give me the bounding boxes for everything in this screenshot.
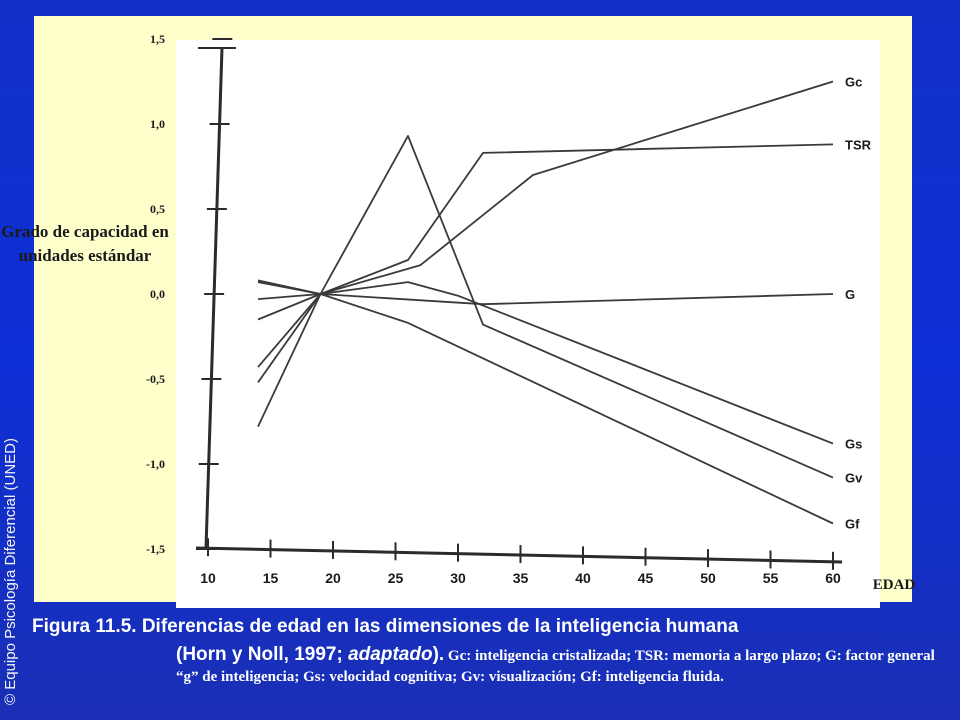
y-tick-label: 1,0 [150,117,165,131]
series-label-g: G [845,287,855,302]
x-tick-label: 60 [825,570,841,586]
caption-reference-suffix: ). [432,644,445,665]
figure-caption: Figura 11.5. Diferencias de edad en las … [0,612,960,720]
caption-reference-italic: adaptado [348,644,433,665]
series-line-gs [257,281,834,445]
x-tick-label: 40 [575,570,591,586]
caption-body: (Horn y Noll, 1997; adaptado). Gc: intel… [176,644,936,688]
y-tick-label: 0,0 [150,287,165,301]
x-axis-label: EDAD [873,577,916,593]
series-label-gv: Gv [845,471,863,486]
series-line-gc [257,80,834,368]
x-tick-label: 45 [638,570,654,586]
x-axis-line [195,546,843,564]
series-label-gf: Gf [845,517,860,532]
x-tick-label: 20 [325,570,341,586]
x-tick-label: 25 [388,570,404,586]
x-tick-label: 55 [763,570,779,586]
series-line-gf [257,279,834,525]
series-label-gs: Gs [845,437,862,452]
caption-legend-text: Gc: inteligencia cristalizada; TSR: memo… [176,648,935,685]
age-differences-chart: 1,5 1,0 0,5 0,0 -0,5 -1,0 -1,5 10 15 20 25 30 35 40 45… [146,32,915,593]
y-tick-label: -0,5 [146,372,165,386]
series-label-tsr: TSR [845,137,872,152]
chart-ticks [195,38,834,570]
chart-labels: 1,5 1,0 0,5 0,0 -0,5 -1,0 -1,5 10 15 20 25 30 35 40 45… [146,32,915,593]
x-tick-label: 50 [700,570,716,586]
x-tick-label: 35 [513,570,529,586]
series-line-extra [257,293,322,427]
x-tick-label: 30 [450,570,466,586]
caption-reference-prefix: (Horn y Noll, 1997; [176,644,349,665]
caption-title: Figura 11.5. Diferencias de edad en las … [32,616,739,637]
series-line-tsr [257,143,834,383]
y-tick-label: -1,5 [146,542,165,556]
y-axis-label: Grado de capacidad en unidades estándar [1,222,169,265]
series-label-gc: Gc [845,75,862,90]
x-tick-label: 10 [200,570,216,586]
series-line-gv [257,134,834,479]
series-line-g [257,293,834,306]
y-tick-label: -1,0 [146,457,165,471]
chart-series [257,80,834,525]
caption-reference: (Horn y Noll, 1997; adaptado). [176,644,444,665]
x-tick-label: 15 [263,570,279,586]
y-tick-label: 1,5 [150,32,165,46]
y-tick-label: 0,5 [150,202,165,216]
